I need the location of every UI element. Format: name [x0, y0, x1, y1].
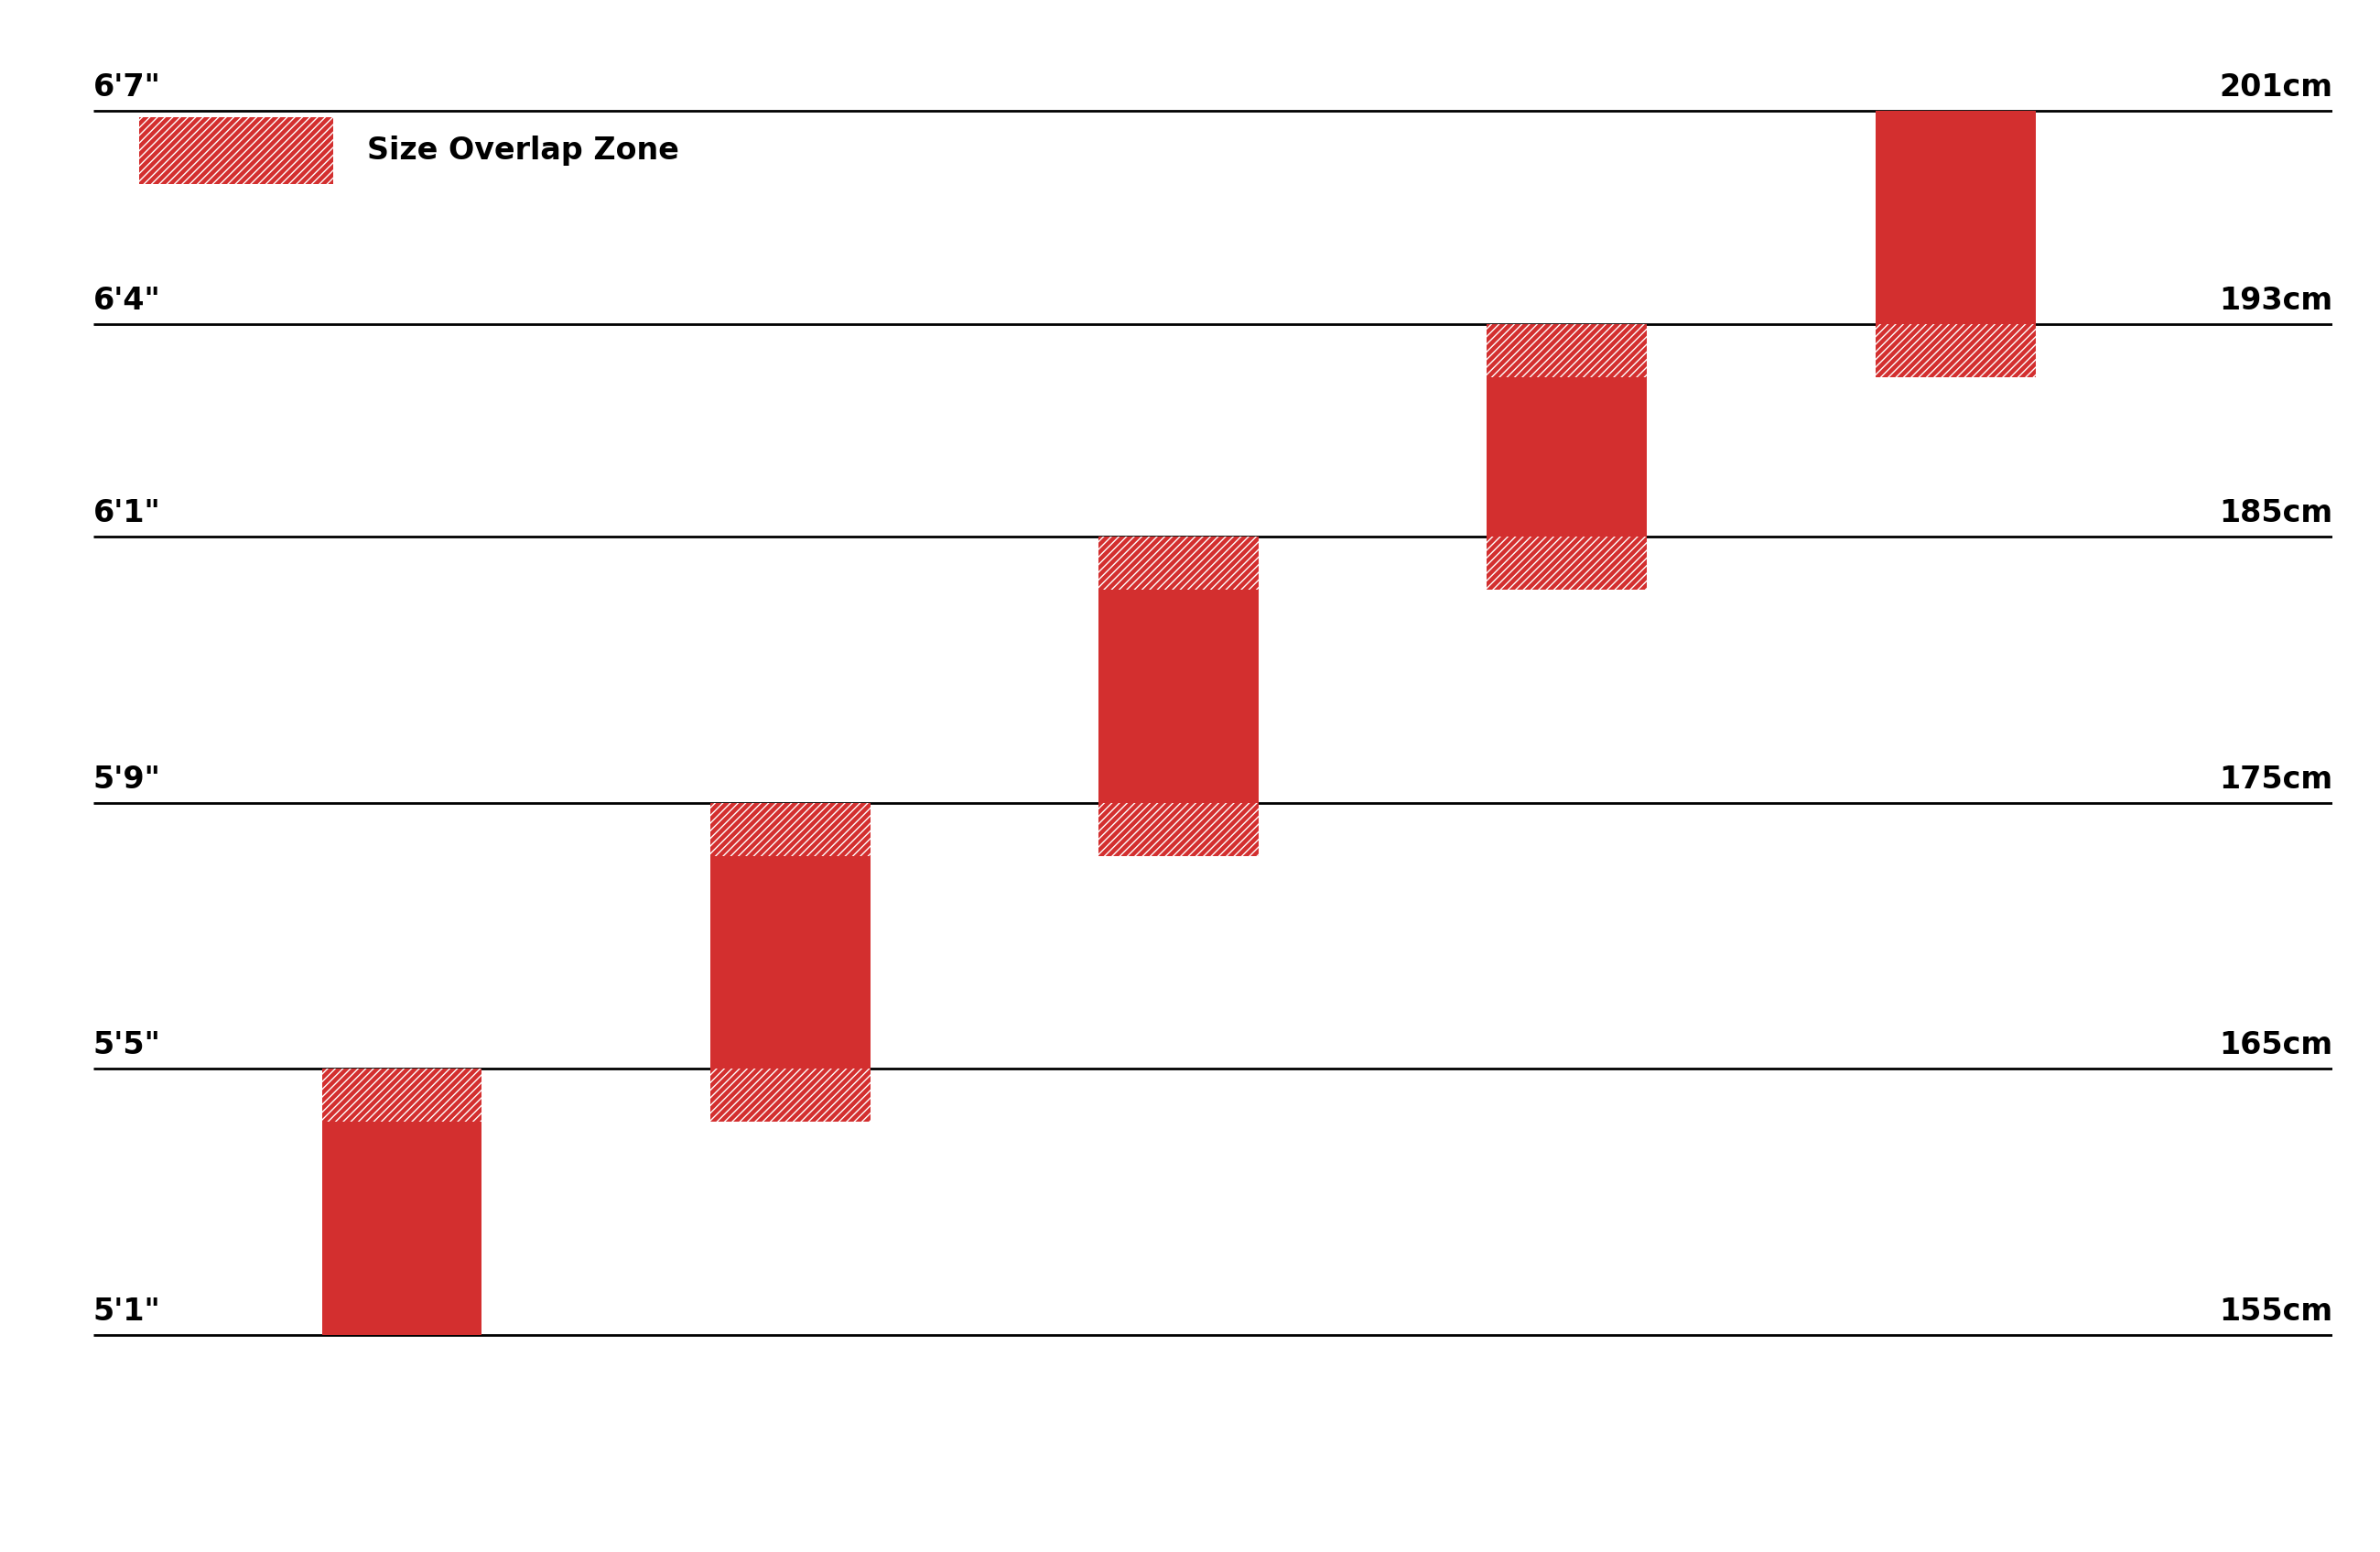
Text: 193cm: 193cm [2218, 286, 2332, 315]
Text: 6'7": 6'7" [93, 73, 162, 102]
Text: 5'5": 5'5" [93, 1031, 162, 1060]
Text: 185cm: 185cm [2218, 498, 2332, 529]
Text: 201cm: 201cm [2218, 73, 2332, 102]
Text: 165cm: 165cm [2218, 1031, 2332, 1060]
Bar [709, 802, 871, 855]
Bar [321, 1069, 481, 1335]
Bar [1100, 802, 1259, 855]
Text: Size Overlap Zone: Size Overlap Zone [367, 135, 681, 166]
Bar [709, 1069, 871, 1122]
Text: 6'4": 6'4" [93, 286, 162, 315]
Bar [138, 118, 333, 185]
Bar [1488, 324, 1647, 590]
Bar [321, 1069, 481, 1122]
Text: 155cm: 155cm [2218, 1296, 2332, 1327]
Bar [1875, 110, 2035, 377]
Bar [1100, 537, 1259, 855]
Text: 5'9": 5'9" [93, 765, 162, 795]
Bar [1100, 537, 1259, 590]
Text: 175cm: 175cm [2218, 765, 2332, 795]
Bar [1488, 324, 1647, 377]
Bar [1488, 537, 1647, 590]
Bar [1875, 324, 2035, 377]
Text: 6'1": 6'1" [93, 498, 162, 529]
Bar [709, 802, 871, 1122]
Text: 5'1": 5'1" [93, 1296, 162, 1327]
